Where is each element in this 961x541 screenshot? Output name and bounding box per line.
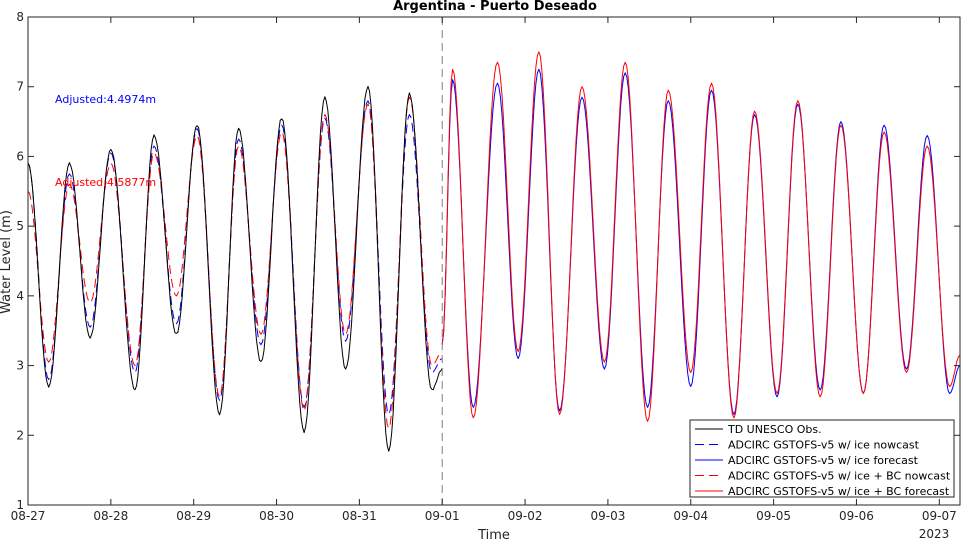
legend-label: ADCIRC GSTOFS-v5 w/ ice forecast [728, 454, 919, 467]
adjusted-annotation: Adjusted:4.4974m [55, 93, 156, 106]
legend-box [689, 419, 955, 498]
y-tick-label: 5 [16, 219, 24, 233]
x-tick-label: 09-03 [590, 509, 625, 523]
x-tick-label: 08-27 [11, 509, 46, 523]
y-tick-label: 3 [16, 359, 24, 373]
y-tick-label: 7 [16, 80, 24, 94]
y-tick-label: 2 [16, 428, 24, 442]
series-line-0 [27, 85, 443, 452]
x-tick-label: 08-31 [342, 509, 377, 523]
x-tick-label: 08-28 [93, 509, 128, 523]
chart-title: Argentina - Puerto Deseado [393, 0, 597, 14]
legend-label: TD UNESCO Obs. [727, 423, 822, 436]
legend: TD UNESCO Obs. ADCIRC GSTOFS-v5 w/ ice no… [689, 419, 955, 498]
x-tick-label: 09-05 [756, 509, 791, 523]
y-tick-label: 8 [16, 10, 24, 24]
axes-layer: 1 2 3 4 5 6 7 8 08-27 08-28 08-29 08-30 08-31 09-01 09… [11, 10, 961, 523]
x-tick-label: 09-01 [425, 509, 460, 523]
annotations-layer: Adjusted:4.4974m Adjusted:4.5877m [55, 93, 156, 189]
series-line-4 [441, 51, 961, 422]
legend-label: ADCIRC GSTOFS-v5 w/ ice + BC forecast [728, 485, 950, 498]
x-tick-label: 08-29 [176, 509, 211, 523]
x-tick-label: 09-04 [673, 509, 708, 523]
y-axis-title: Water Level (m) [0, 210, 14, 314]
x-year-label: 2023 [919, 527, 950, 541]
y-tick-label: 4 [16, 289, 24, 303]
plot-frame [27, 16, 961, 506]
series-line-3 [27, 96, 443, 429]
y-tick-label: 1 [16, 498, 24, 512]
series-layer [27, 51, 961, 452]
legend-label: ADCIRC GSTOFS-v5 w/ ice nowcast [728, 439, 920, 452]
x-axis-title: Time [477, 528, 510, 541]
legend-label: ADCIRC GSTOFS-v5 w/ ice + BC nowcast [728, 470, 951, 483]
x-tick-label: 09-02 [508, 509, 543, 523]
y-tick-label: 6 [16, 149, 24, 163]
x-tick-label: 08-30 [259, 509, 294, 523]
adjusted-annotation: Adjusted:4.5877m [55, 176, 156, 189]
series-line-1 [27, 100, 443, 415]
x-tick-label: 09-06 [839, 509, 874, 523]
x-tick-label: 09-07 [922, 509, 957, 523]
